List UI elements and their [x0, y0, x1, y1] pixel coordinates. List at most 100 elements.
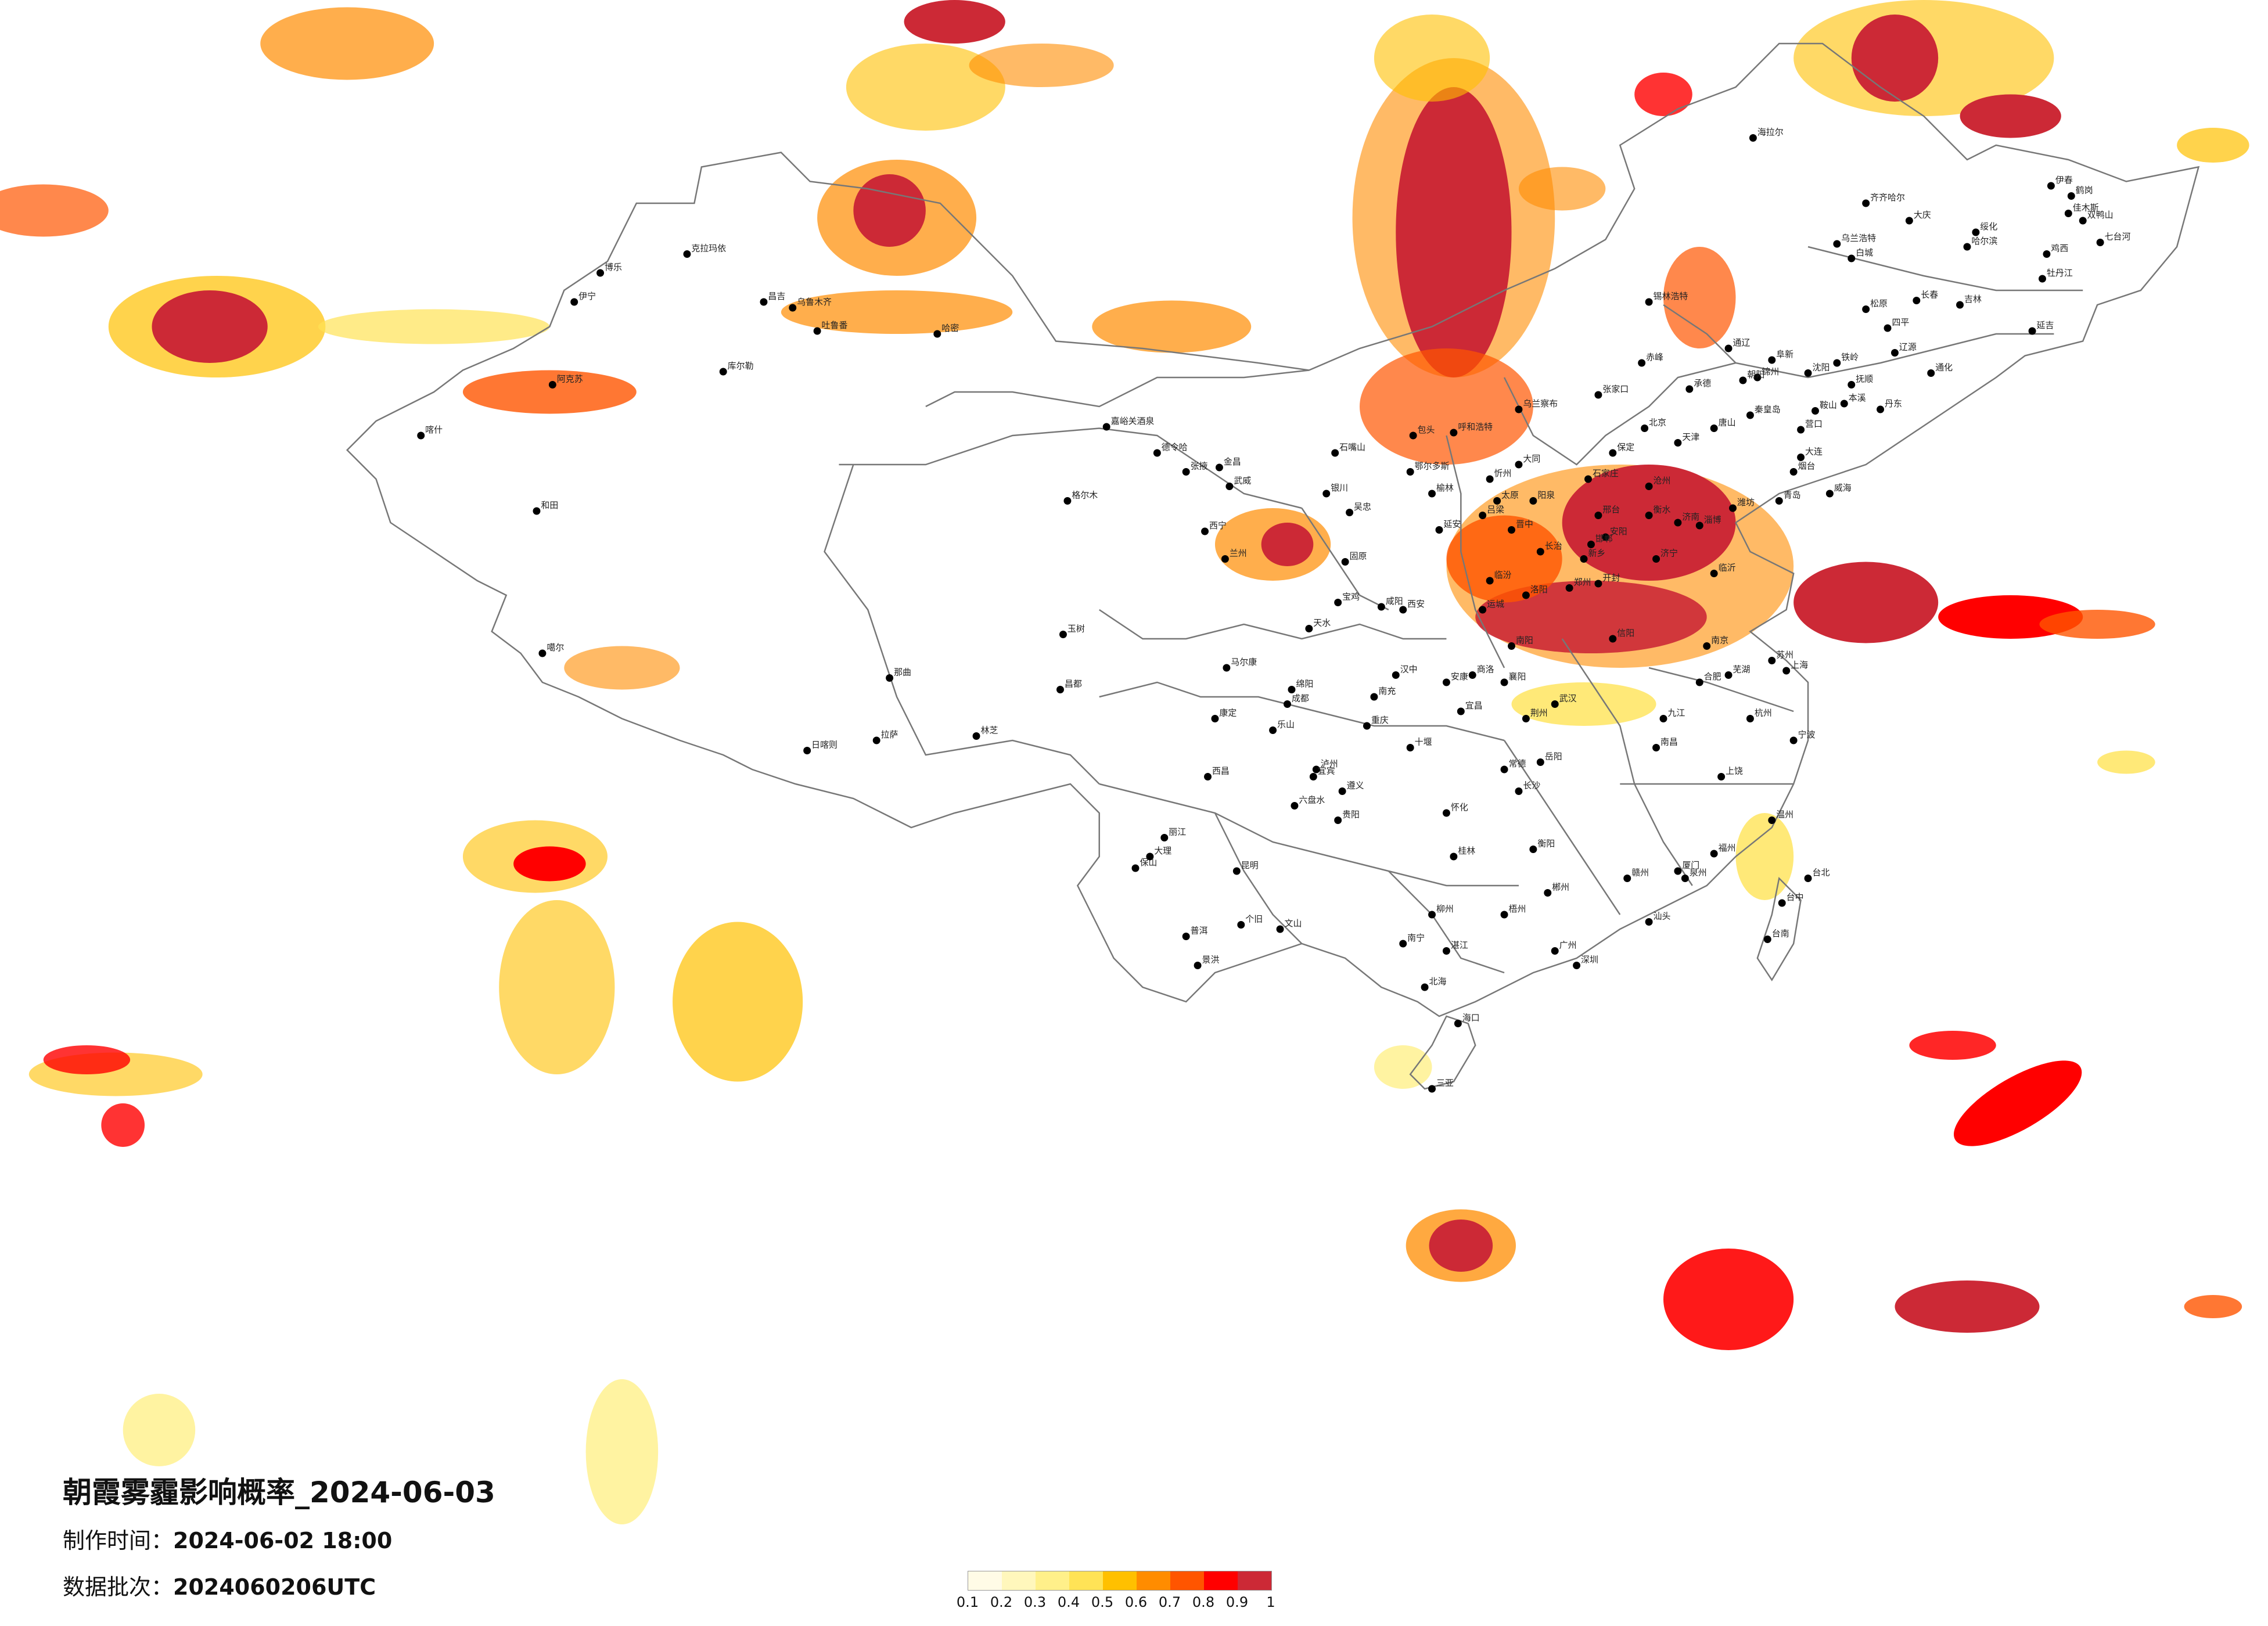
city-dot — [1778, 899, 1786, 907]
city-label: 赣州 — [1631, 867, 1649, 877]
city-dot — [1623, 875, 1631, 883]
city-label: 上饶 — [1726, 765, 1743, 776]
city-label: 克拉玛依 — [691, 243, 726, 253]
city-dot — [1609, 635, 1617, 643]
city-label: 嘉峪关酒泉 — [1111, 416, 1155, 426]
city-label: 荆州 — [1530, 707, 1548, 718]
city-label: 常德 — [1509, 758, 1526, 769]
city-dot — [789, 304, 797, 312]
city-label: 银川 — [1331, 483, 1348, 493]
city-dot — [1573, 962, 1581, 970]
city-label: 青岛 — [1784, 490, 1801, 500]
city-dot — [1768, 657, 1776, 664]
city-dot — [1204, 773, 1212, 781]
city-label: 延安 — [1443, 519, 1461, 529]
city-label: 温州 — [1776, 809, 1793, 819]
city-label: 宜宾 — [1318, 765, 1335, 776]
legend-swatch — [1103, 1571, 1137, 1590]
province-boundaries — [346, 42, 2200, 1090]
city-dot — [2096, 239, 2104, 246]
city-dot — [1674, 867, 1682, 875]
city-dot — [1346, 509, 1354, 516]
legend-label: 0.5 — [1091, 1594, 1114, 1610]
production-label: 制作时间： — [63, 1528, 174, 1553]
city-dot — [1862, 199, 1870, 207]
city-dot — [1956, 301, 1964, 309]
city-dot — [1284, 700, 1291, 708]
city-label: 鸡西 — [2051, 243, 2068, 253]
city-dot — [1833, 240, 1841, 248]
city-dot — [933, 330, 941, 338]
city-label: 台中 — [1787, 892, 1804, 902]
city-dot — [1840, 400, 1848, 408]
city-label: 赤峰 — [1646, 352, 1663, 362]
city-label: 三亚 — [1436, 1078, 1454, 1088]
city-label: 和田 — [541, 500, 558, 510]
city-dot — [1508, 526, 1515, 534]
legend-label: 1 — [1266, 1594, 1275, 1610]
city-dot — [1695, 521, 1703, 530]
city-dot — [2039, 275, 2046, 283]
city-label: 牡丹江 — [2047, 268, 2073, 278]
city-label: 延吉 — [2037, 320, 2054, 330]
city-label: 遵义 — [1347, 780, 1364, 790]
city-dot — [596, 269, 605, 277]
city-dot — [1768, 356, 1776, 364]
city-dot — [1695, 678, 1703, 686]
city-dot — [1659, 715, 1667, 722]
city-dot — [1536, 758, 1544, 767]
city-dot — [1890, 349, 1899, 357]
city-dot — [1580, 555, 1588, 563]
city-dot — [972, 732, 980, 740]
city-label: 唐山 — [1719, 417, 1736, 427]
legend-label: 0.8 — [1192, 1594, 1215, 1610]
legend-swatch — [1238, 1571, 1271, 1590]
city-label: 吴忠 — [1354, 501, 1371, 512]
city-label: 白城 — [1856, 247, 1873, 258]
city-dot — [1739, 376, 1747, 384]
city-dot — [533, 507, 541, 515]
city-label: 抚顺 — [1856, 373, 1873, 384]
city-label: 吐鲁番 — [822, 320, 848, 330]
legend-swatch — [1170, 1571, 1204, 1590]
city-label: 鄂尔多斯 — [1415, 461, 1450, 471]
city-label: 德令哈 — [1162, 442, 1188, 452]
city-dot — [1211, 715, 1219, 722]
city-label: 郑州 — [1574, 577, 1591, 587]
city-dot — [1645, 918, 1653, 926]
city-label: 泸州 — [1321, 758, 1338, 769]
city-dot — [1182, 468, 1190, 476]
city-label: 九江 — [1667, 707, 1685, 718]
city-dot — [1927, 369, 1935, 377]
city-label: 铁岭 — [1841, 352, 1859, 362]
city-label: 哈尔滨 — [1971, 236, 1997, 246]
city-label: 南宁 — [1407, 933, 1425, 943]
city-dot — [1515, 405, 1523, 413]
city-dot — [1645, 298, 1653, 306]
city-label: 海拉尔 — [1757, 127, 1784, 137]
city-dot — [886, 674, 894, 682]
city-label: 天水 — [1313, 617, 1331, 628]
city-dot — [1963, 243, 1971, 251]
city-label: 宜昌 — [1465, 700, 1483, 711]
city-label: 普洱 — [1191, 925, 1208, 936]
city-label: 北海 — [1429, 976, 1447, 987]
city-label: 潍坊 — [1737, 497, 1755, 508]
city-label: 承德 — [1694, 378, 1711, 388]
city-label: 怀化 — [1451, 802, 1468, 812]
city-dot — [1775, 497, 1783, 505]
city-label: 昌吉 — [768, 291, 785, 301]
city-dot — [1724, 344, 1733, 352]
city-label: 合肥 — [1704, 671, 1721, 682]
map-title: 朝霞雾霾影响概率_2024-06-03 — [63, 1476, 495, 1509]
city-dot — [1685, 385, 1694, 393]
city-label: 临沂 — [1719, 562, 1736, 573]
city-label: 乐山 — [1277, 719, 1295, 729]
city-label: 安康 — [1451, 671, 1468, 682]
city-dot — [1215, 463, 1223, 472]
city-label: 南京 — [1711, 635, 1728, 645]
city-dot — [1753, 373, 1762, 382]
city-label: 安阳 — [1610, 526, 1627, 537]
